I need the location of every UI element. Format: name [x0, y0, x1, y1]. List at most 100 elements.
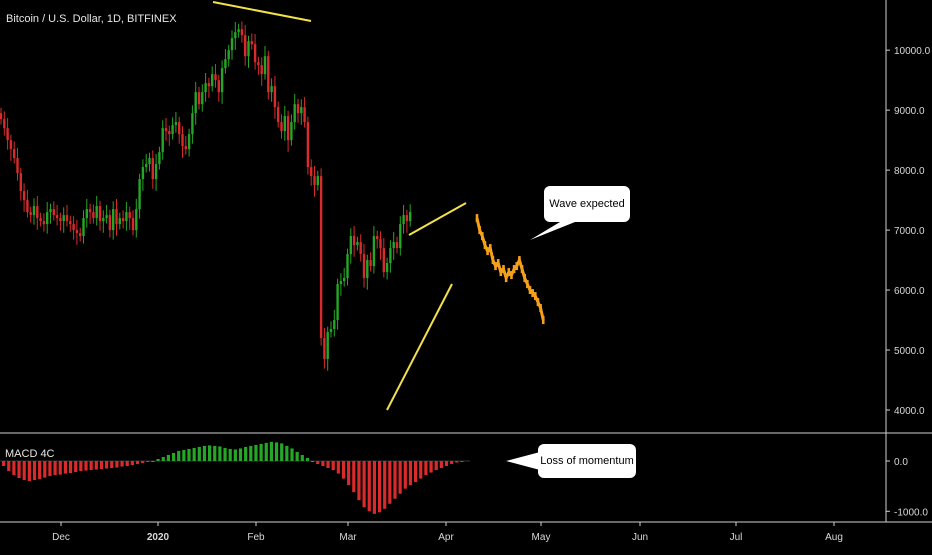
macd-bar	[450, 461, 454, 465]
macd-bar	[141, 461, 145, 464]
candle-body	[131, 218, 135, 231]
candle-body	[270, 86, 273, 93]
projection-candle	[526, 280, 529, 289]
candle-body	[65, 215, 69, 222]
candle-body	[369, 260, 372, 267]
macd-bar	[372, 461, 376, 514]
time-tick-label: May	[532, 532, 551, 543]
macd-bar	[53, 461, 57, 476]
macd-bar	[367, 461, 371, 512]
candle-body	[389, 248, 392, 264]
projection-candle	[541, 316, 545, 325]
macd-bar	[146, 461, 150, 463]
macd-bar	[182, 449, 186, 461]
price-tick-label: 6000.0	[894, 286, 925, 297]
macd-bar	[22, 461, 26, 481]
candle-body	[382, 248, 385, 273]
macd-bar	[38, 461, 42, 480]
macd-bar	[316, 461, 320, 465]
projection-candle	[523, 274, 526, 283]
price-tick-label: 7000.0	[894, 226, 925, 237]
candle-body	[277, 107, 280, 123]
candle-body	[187, 134, 191, 150]
candle-body	[13, 149, 16, 159]
projection-candle	[488, 244, 492, 253]
candle-body	[214, 74, 217, 81]
macd-bar	[238, 448, 243, 461]
macd-bar	[377, 461, 382, 513]
candle-body	[161, 128, 164, 153]
macd-bar	[460, 461, 464, 462]
macd-bar	[228, 448, 232, 461]
candle-body	[220, 68, 224, 93]
candle-body	[247, 41, 250, 57]
projection-candle	[496, 259, 500, 268]
macd-bar	[135, 461, 140, 465]
time-tick-label: Jun	[632, 532, 648, 543]
macd-bar	[249, 445, 253, 461]
macd-bar	[414, 461, 418, 483]
candle-body	[148, 158, 151, 165]
macd-bar	[424, 461, 428, 476]
candle-body	[366, 260, 369, 279]
projection-candle	[481, 232, 484, 241]
projection-candle	[528, 286, 532, 295]
candle-body	[92, 212, 95, 219]
candle-body	[395, 242, 399, 249]
candle-body	[82, 218, 85, 237]
macd-bar	[285, 445, 289, 461]
candle-body	[112, 209, 115, 231]
candle-body	[293, 104, 296, 123]
candle-body	[356, 242, 359, 246]
macd-bar	[84, 461, 88, 471]
macd-bar	[208, 445, 212, 461]
candle-body	[240, 29, 244, 36]
candle-body	[323, 338, 326, 360]
macd-bar	[32, 461, 37, 481]
time-tick-label: Mar	[339, 532, 357, 543]
candle-body	[362, 254, 366, 279]
candle-body	[224, 59, 227, 69]
candle-body	[234, 32, 237, 39]
macd-bar	[171, 452, 176, 461]
macd-bar	[244, 446, 248, 461]
candle-body	[128, 212, 131, 219]
price-tick-label: 8000.0	[894, 166, 925, 177]
macd-bar	[187, 448, 191, 461]
callout-wave-text: Wave expected	[549, 198, 625, 210]
candle-body	[227, 50, 230, 60]
candle-body	[244, 35, 247, 57]
macd-bar	[213, 445, 217, 461]
candle-body	[29, 212, 32, 216]
macd-bar	[347, 461, 351, 486]
macd-bar	[63, 461, 67, 474]
candle-body	[164, 128, 168, 132]
projection-candle	[499, 268, 503, 277]
symbol-legend: Bitcoin / U.S. Dollar, 1D, BITFINEX	[6, 13, 177, 25]
projection-candle	[531, 289, 534, 298]
candle-body	[138, 179, 141, 210]
callout-wave-expected: Wave expected	[544, 186, 630, 222]
macd-bar	[321, 461, 325, 467]
macd-tick-label: -1000.0	[894, 507, 928, 518]
candle-body	[178, 122, 181, 135]
candle-body	[151, 158, 154, 180]
macd-bar	[130, 461, 134, 466]
candle-body	[98, 206, 102, 222]
time-tick-label: Dec	[52, 532, 70, 543]
macd-bar	[161, 456, 165, 461]
macd-bar	[280, 443, 284, 461]
candle-body	[207, 83, 211, 87]
macd-bar	[89, 461, 93, 471]
callout-wave-tail	[530, 222, 575, 240]
projection-candle	[478, 226, 481, 235]
candle-body	[32, 206, 36, 216]
time-tick-label: Jul	[730, 532, 743, 543]
macd-bar	[388, 461, 392, 504]
macd-bar	[233, 449, 237, 461]
candle-body	[319, 176, 323, 339]
candle-body	[168, 131, 171, 135]
candle-body	[62, 215, 65, 222]
trendline-wedge-upper	[408, 202, 467, 236]
